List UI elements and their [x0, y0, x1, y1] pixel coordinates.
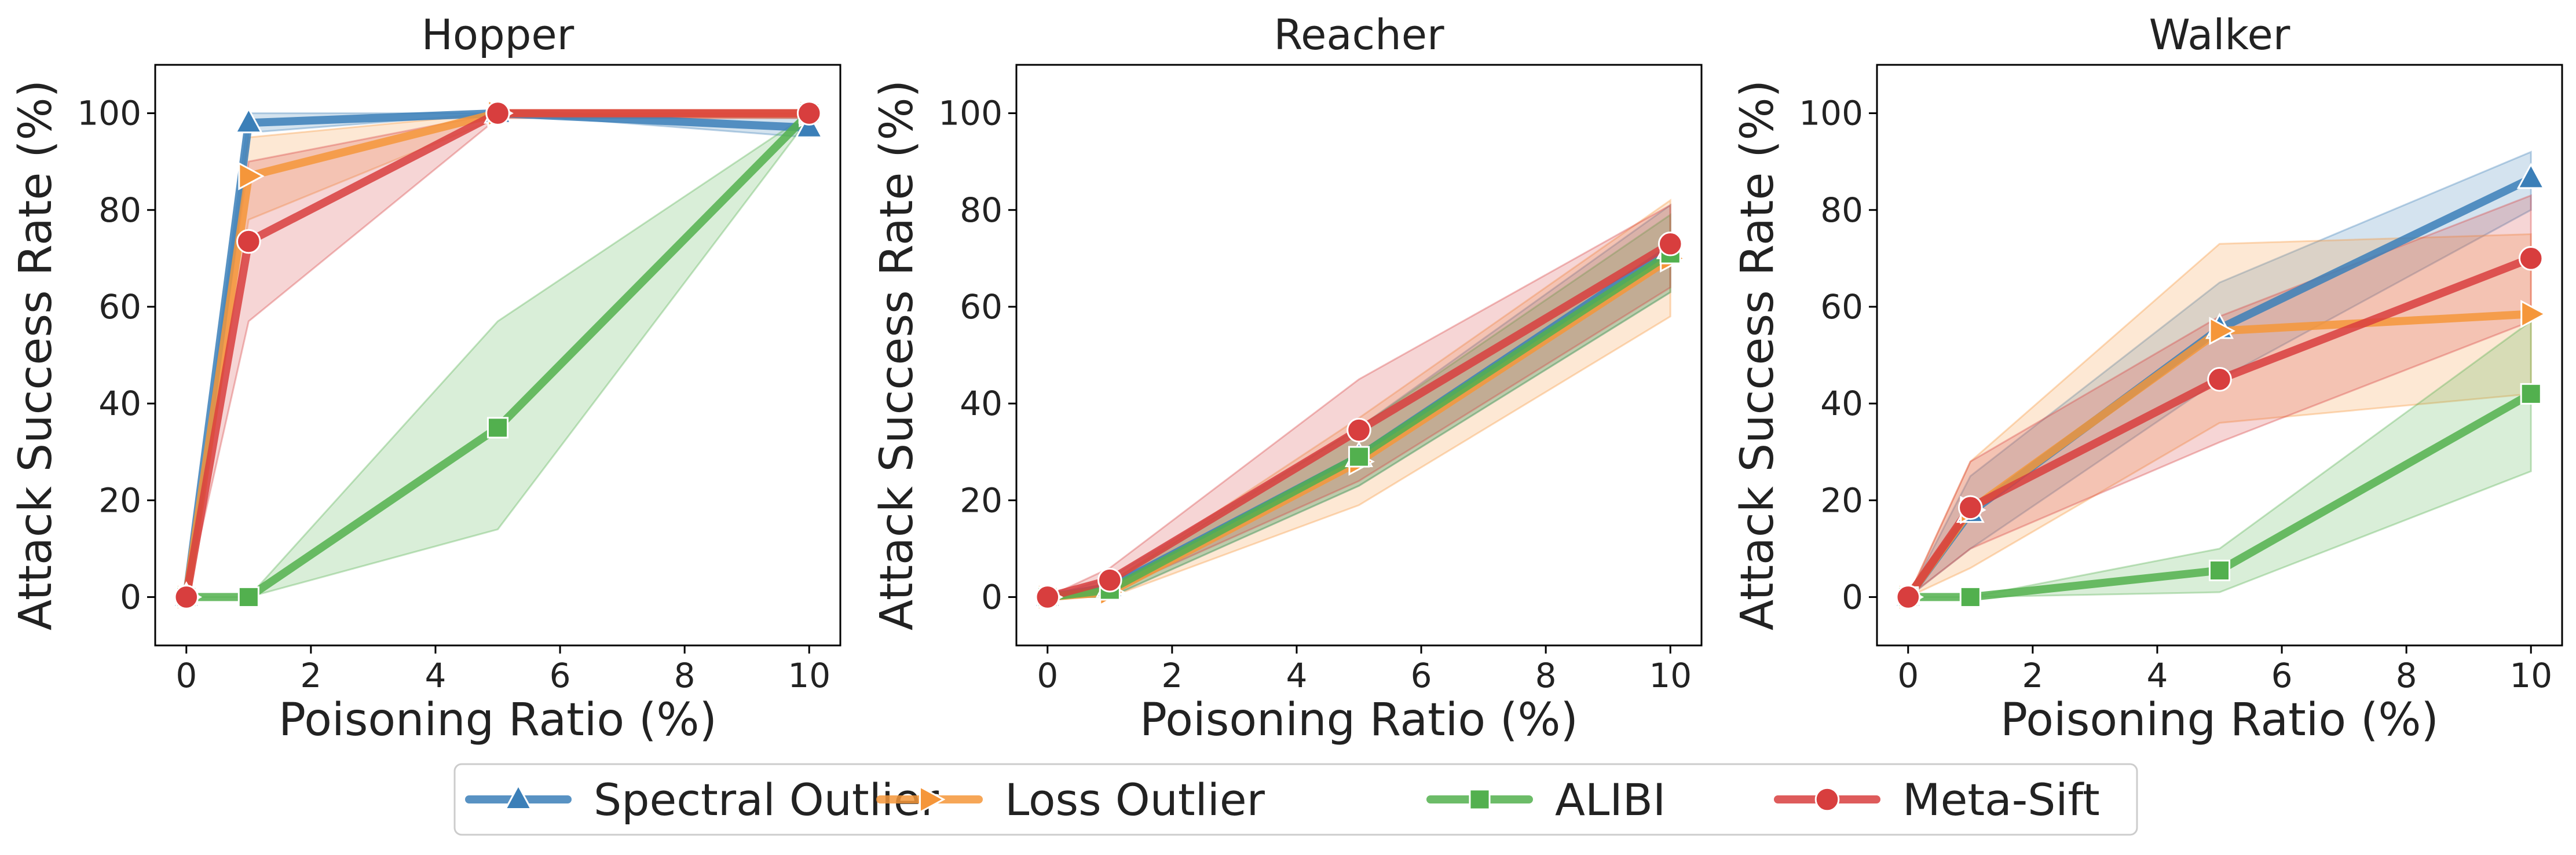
x-tick-label: 2 [2022, 656, 2043, 695]
x-tick-label: 4 [1286, 656, 1308, 695]
y-tick-label: 80 [98, 190, 141, 230]
point-meta-sift-x1 [1097, 567, 1122, 593]
point-spectral-outlier-x10 [2516, 163, 2545, 189]
point-alibi-x5 [2208, 559, 2231, 581]
x-tick-label: 8 [2396, 656, 2417, 695]
x-tick-label: 6 [1411, 656, 1432, 695]
y-tick-label: 40 [98, 384, 141, 423]
legend-box [453, 763, 2138, 836]
legend-marker-alibi [1469, 788, 1491, 810]
point-meta-sift-x5 [485, 101, 510, 126]
point-meta-sift-x10 [2518, 246, 2544, 271]
y-axis-label: Attack Success Rate (%) [10, 80, 62, 630]
x-tick-label: 10 [788, 656, 830, 695]
legend-marker-loss-outlier [919, 785, 946, 814]
x-axis-label: Poisoning Ratio (%) [279, 694, 717, 746]
y-tick-label: 20 [1820, 480, 1863, 520]
y-tick-label: 100 [77, 94, 141, 133]
x-tick-label: 6 [2271, 656, 2293, 695]
point-alibi-x1 [237, 586, 259, 608]
point-loss-outlier-x5 [2209, 317, 2235, 346]
point-alibi-x10 [2520, 383, 2542, 405]
point-meta-sift-x1 [236, 229, 261, 254]
y-tick-label: 0 [1842, 577, 1863, 617]
y-tick-label: 20 [960, 480, 1002, 520]
point-alibi-x1 [1959, 586, 1981, 608]
y-tick-label: 20 [98, 480, 141, 520]
point-meta-sift-x0 [1035, 585, 1060, 610]
y-tick-label: 100 [938, 94, 1002, 133]
y-tick-label: 60 [960, 287, 1002, 326]
x-axis-label: Poisoning Ratio (%) [1140, 694, 1578, 746]
line-alibi [1904, 390, 2535, 601]
x-tick-label: 4 [425, 656, 447, 695]
line-alibi [182, 109, 814, 601]
x-tick-label: 6 [550, 656, 571, 695]
line-alibi [1043, 249, 1675, 601]
legend-marker-spectral-outlier [504, 783, 533, 810]
x-tick-label: 8 [1535, 656, 1557, 695]
x-tick-label: 8 [674, 656, 696, 695]
legend: Spectral Outlier Loss Outlier ALIBI Meta-Si… [453, 763, 2138, 836]
legend-label-loss-outlier: Loss Outlier [1005, 774, 1265, 825]
y-tick-label: 80 [960, 190, 1002, 230]
line-meta-sift [1904, 254, 2535, 601]
axes-frame [1015, 64, 1703, 647]
point-meta-sift-x5 [2207, 366, 2232, 392]
point-meta-sift-x10 [796, 101, 822, 126]
x-tick-label: 4 [2147, 656, 2168, 695]
point-loss-outlier-x1 [238, 162, 265, 190]
point-meta-sift-x1 [1958, 495, 1983, 520]
point-meta-sift-x5 [1346, 417, 1371, 443]
y-tick-label: 60 [1820, 287, 1863, 326]
x-tick-label: 0 [175, 656, 197, 695]
y-axis-label: Attack Success Rate (%) [1732, 80, 1784, 630]
axes-frame [1876, 64, 2563, 647]
point-meta-sift-x0 [174, 585, 199, 610]
x-tick-label: 2 [300, 656, 321, 695]
y-tick-label: 80 [1820, 190, 1863, 230]
y-axis-label: Attack Success Rate (%) [871, 80, 923, 630]
y-tick-label: 40 [960, 384, 1002, 423]
x-tick-label: 10 [1649, 656, 1692, 695]
x-tick-label: 10 [2509, 656, 2552, 695]
chart-title: Walker [2149, 10, 2290, 59]
legend-label-alibi: ALIBI [1555, 774, 1666, 825]
x-tick-label: 2 [1161, 656, 1183, 695]
y-tick-label: 40 [1820, 384, 1863, 423]
y-tick-label: 100 [1799, 94, 1863, 133]
legend-marker-meta-sift [1814, 787, 1840, 812]
y-tick-label: 0 [120, 577, 141, 617]
chart-title: Reacher [1274, 10, 1444, 59]
point-meta-sift-x10 [1657, 231, 1683, 256]
line-meta-sift [1043, 240, 1675, 601]
line-meta-sift [182, 109, 814, 601]
x-axis-label: Poisoning Ratio (%) [2000, 694, 2439, 746]
point-loss-outlier-x10 [2520, 299, 2547, 328]
y-tick-label: 60 [98, 287, 141, 326]
y-tick-label: 0 [981, 577, 1002, 617]
point-spectral-outlier-x1 [234, 107, 263, 134]
legend-label-meta-sift: Meta-Sift [1902, 774, 2100, 825]
x-tick-label: 0 [1897, 656, 1919, 695]
chart-title: Hopper [422, 10, 575, 59]
axes-frame [154, 64, 841, 647]
point-alibi-x5 [1348, 446, 1370, 468]
point-alibi-x5 [486, 417, 509, 439]
point-meta-sift-x0 [1896, 585, 1921, 610]
x-tick-label: 0 [1037, 656, 1058, 695]
